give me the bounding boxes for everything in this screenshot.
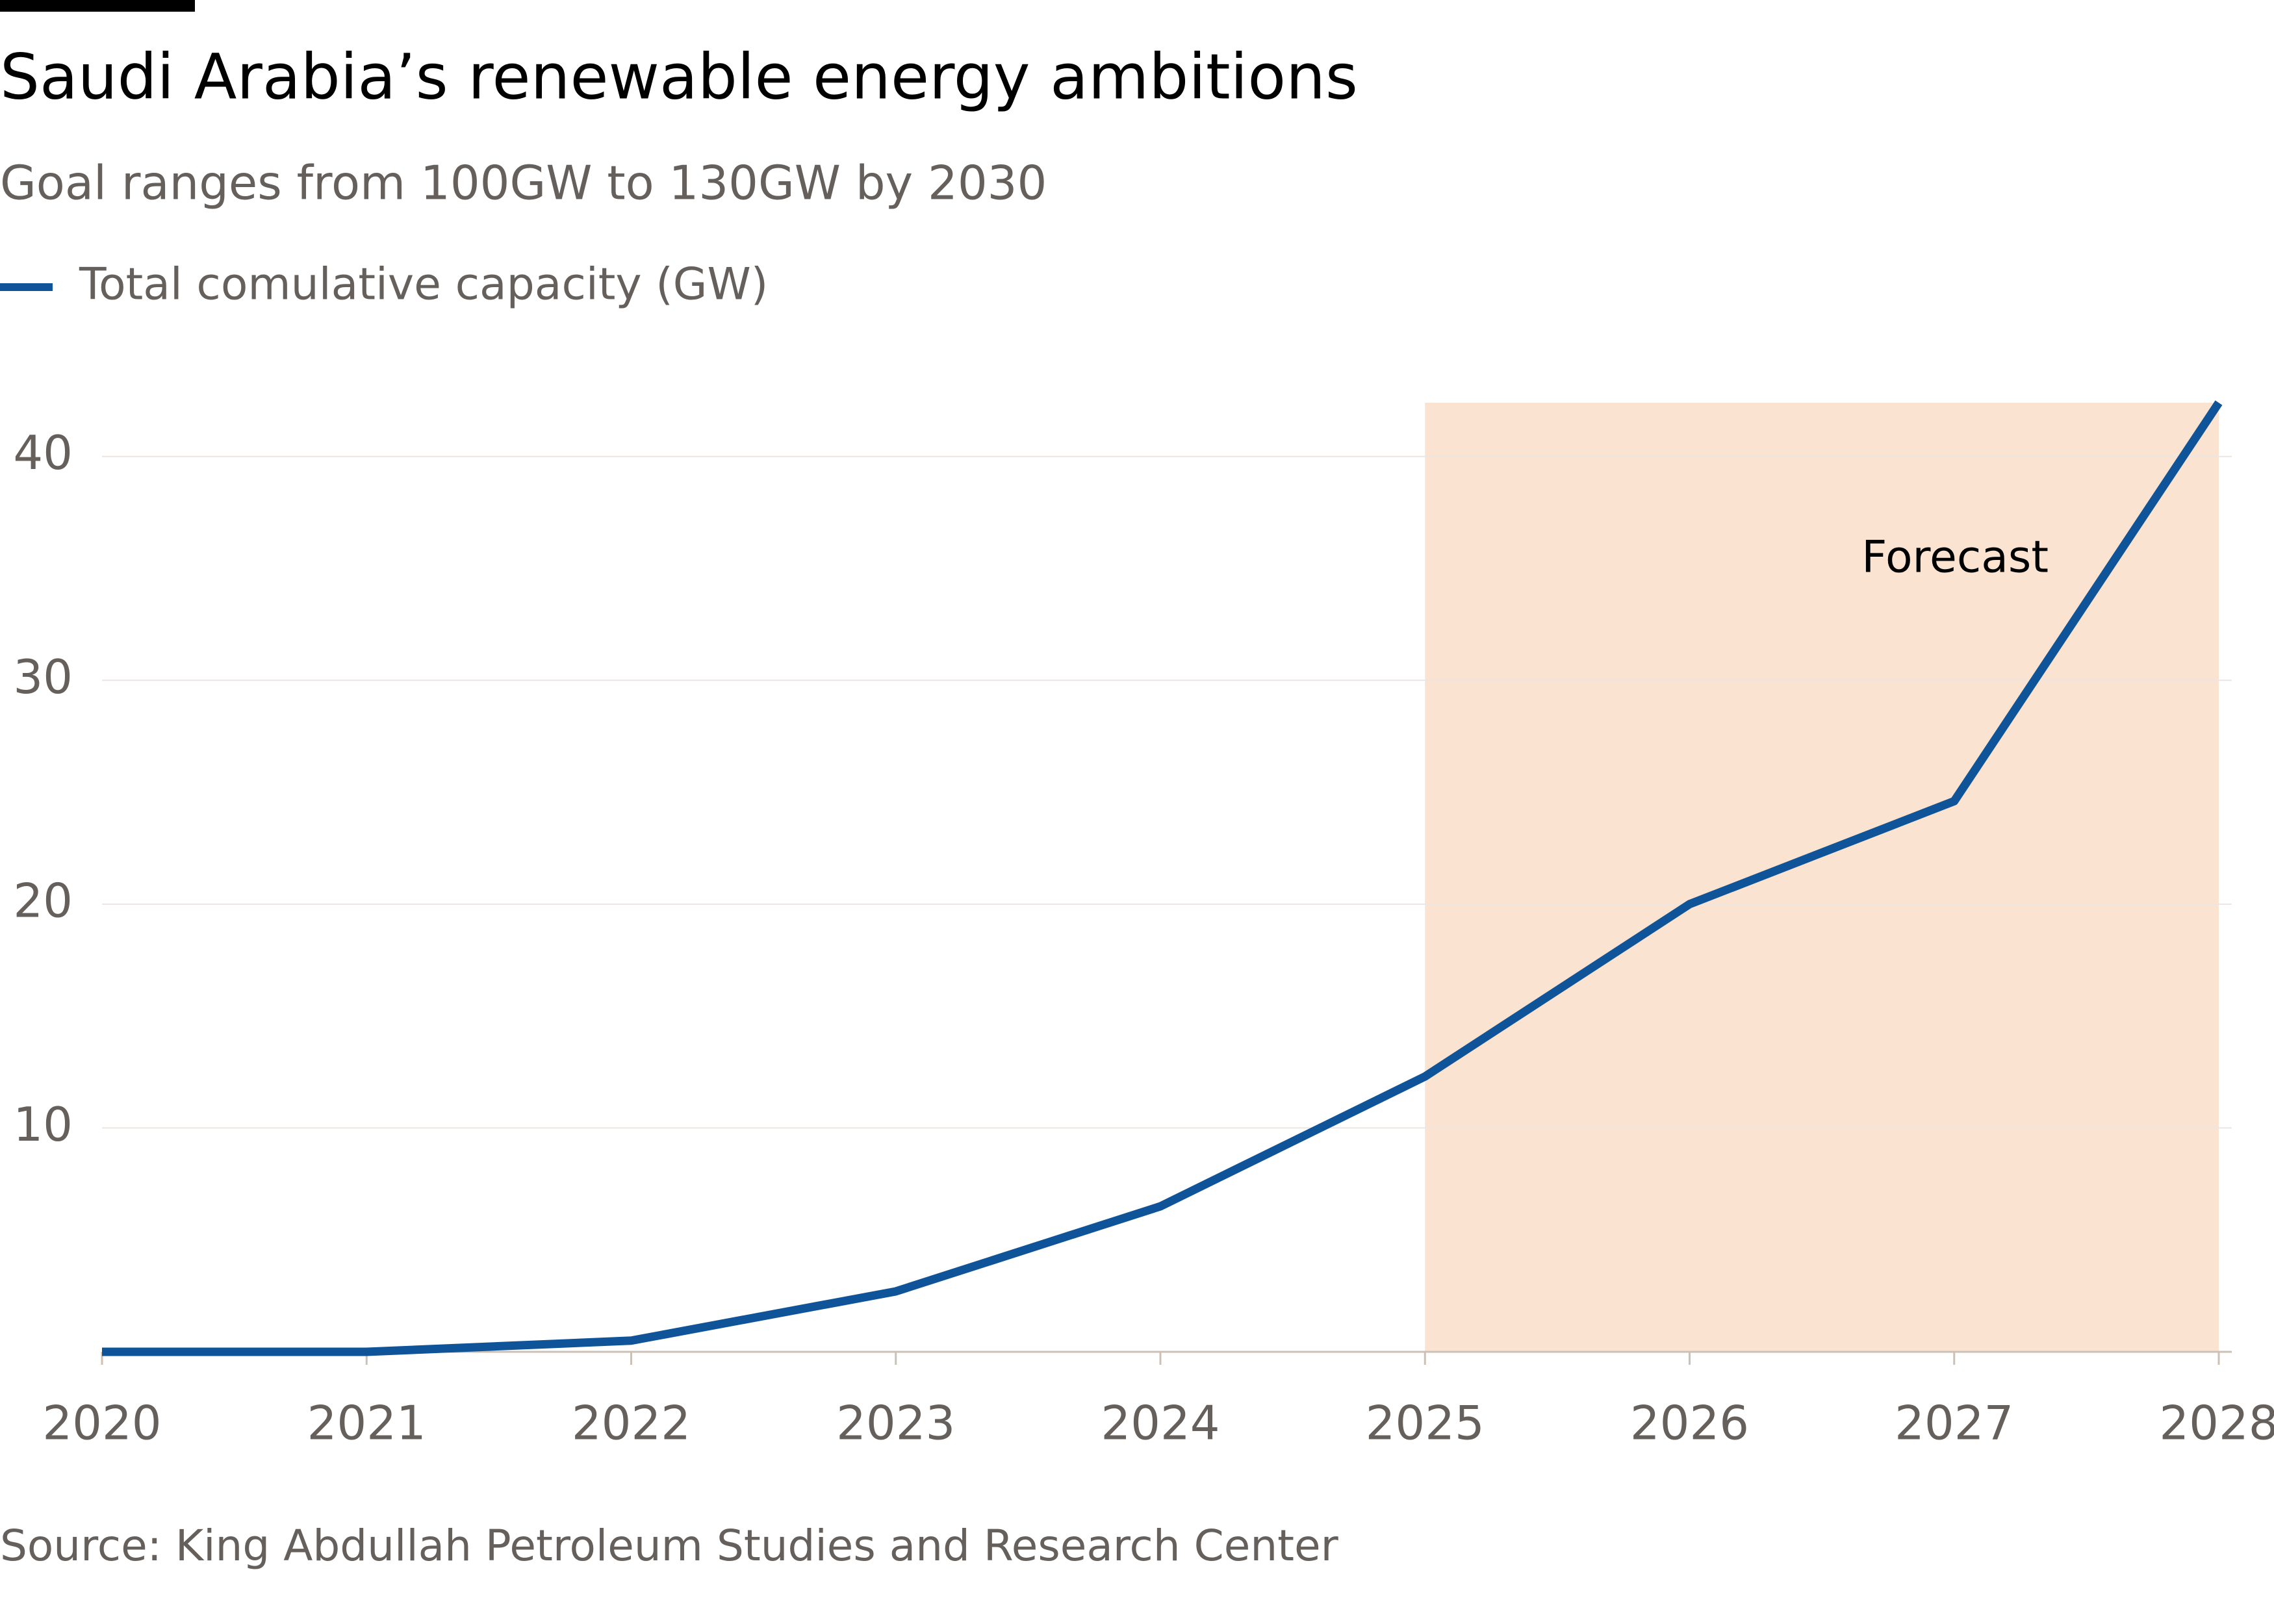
forecast-label: Forecast (1861, 532, 2049, 583)
x-tick-label: 2027 (1895, 1396, 2013, 1451)
legend-label: Total comulative capacity (GW) (79, 259, 768, 311)
x-tick-label: 2022 (572, 1396, 691, 1451)
x-tick-label: 2024 (1101, 1396, 1220, 1451)
y-tick-label: 40 (13, 425, 73, 480)
chart-subtitle: Goal ranges from 100GW to 130GW by 2030 (0, 156, 1047, 210)
x-tick-label: 2023 (836, 1396, 955, 1451)
x-tick-label: 2020 (42, 1396, 161, 1451)
forecast-region (1425, 403, 2219, 1352)
x-tick-label: 2021 (307, 1396, 426, 1451)
source: Source: King Abdullah Petroleum Studies … (0, 1521, 1339, 1571)
x-tick-label: 2025 (1366, 1396, 1485, 1451)
chart-title: Saudi Arabia’s renewable energy ambition… (0, 40, 1358, 113)
y-tick-label: 30 (13, 650, 73, 704)
x-tick-label: 2028 (2159, 1396, 2274, 1451)
data-line (102, 400, 2223, 1356)
brand-bar (0, 0, 195, 12)
y-tick-label: 20 (13, 873, 73, 928)
x-tick-label: 2026 (1630, 1396, 1749, 1451)
y-tick-label: 10 (13, 1097, 73, 1152)
